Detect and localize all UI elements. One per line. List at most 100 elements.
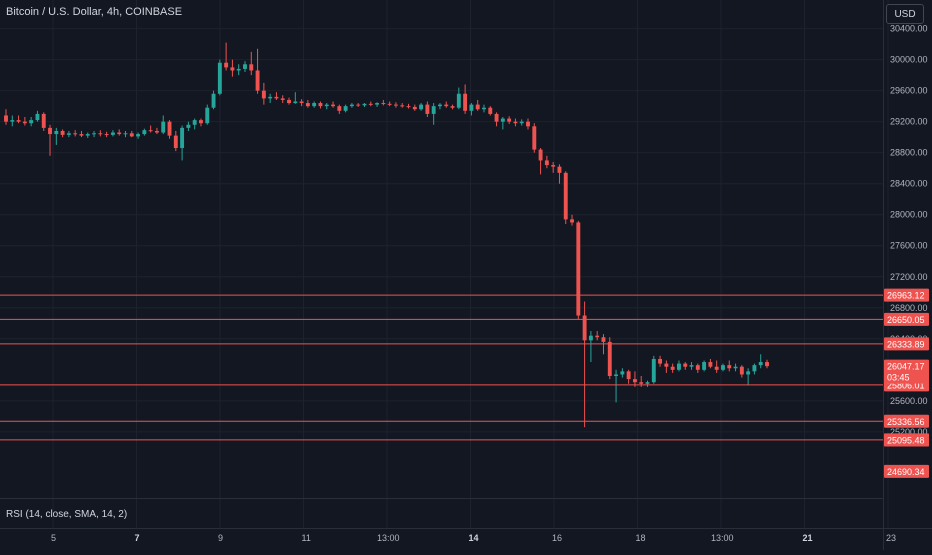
price-level-label: 25806.01 bbox=[887, 380, 925, 390]
candle-body bbox=[148, 130, 153, 132]
date-tick-label: 9 bbox=[218, 533, 223, 543]
candle-body bbox=[230, 67, 235, 71]
candle-body bbox=[393, 104, 398, 106]
candle-body bbox=[689, 365, 694, 367]
candle-body bbox=[73, 133, 78, 135]
candle-body bbox=[494, 113, 499, 122]
candle-body bbox=[356, 104, 361, 106]
candle-body bbox=[500, 118, 505, 122]
candle-body bbox=[714, 366, 719, 370]
candle-body bbox=[551, 165, 556, 167]
price-level-label-bg bbox=[884, 433, 929, 447]
candle-body bbox=[456, 93, 461, 108]
candle-body bbox=[337, 106, 342, 111]
price-level-label: 25336.56 bbox=[887, 417, 925, 427]
date-tick-label: 7 bbox=[135, 533, 140, 543]
candle-body bbox=[349, 104, 354, 107]
candle-body bbox=[607, 341, 612, 377]
candle-body bbox=[620, 371, 625, 375]
candle-body bbox=[22, 121, 27, 124]
price-tick-label: 29200.00 bbox=[890, 117, 928, 127]
candle-body bbox=[92, 133, 96, 135]
candle-body bbox=[469, 104, 474, 111]
candle-body bbox=[758, 362, 763, 366]
candle-body bbox=[739, 366, 744, 375]
candle-body bbox=[658, 358, 663, 364]
date-tick-label: 14 bbox=[469, 533, 479, 543]
candle-body bbox=[444, 104, 449, 107]
candle-body bbox=[224, 62, 229, 68]
candle-body bbox=[507, 118, 512, 122]
candle-body bbox=[475, 104, 480, 110]
bar-countdown: 03:45 bbox=[887, 373, 910, 383]
candle-body bbox=[601, 337, 606, 342]
candle-body bbox=[570, 219, 574, 223]
price-tick-label: 25600.00 bbox=[890, 396, 928, 406]
price-tick-label: 30400.00 bbox=[890, 24, 928, 34]
candle-body bbox=[268, 96, 273, 99]
candle-body bbox=[532, 126, 537, 150]
price-tick-label: 25200.00 bbox=[890, 427, 928, 437]
candle-body bbox=[104, 134, 109, 136]
candle-body bbox=[544, 160, 549, 166]
candle-body bbox=[639, 382, 644, 384]
candle-body bbox=[167, 121, 172, 136]
price-tick-label: 30000.00 bbox=[890, 55, 928, 65]
currency-button[interactable]: USD bbox=[886, 4, 924, 24]
candle-body bbox=[199, 120, 203, 124]
price-level-label: 25095.48 bbox=[887, 435, 925, 445]
candle-body bbox=[16, 120, 21, 122]
candle-body bbox=[670, 366, 675, 370]
candle-body bbox=[513, 121, 518, 124]
current-price-label-bg bbox=[884, 359, 929, 384]
candle-body bbox=[136, 134, 141, 137]
candle-body bbox=[85, 134, 90, 136]
date-tick-label: 16 bbox=[552, 533, 562, 543]
candle-body bbox=[4, 115, 8, 122]
date-tick-label: 21 bbox=[803, 533, 813, 543]
candle-body bbox=[746, 371, 751, 375]
candle-body bbox=[186, 124, 191, 128]
candle-body bbox=[211, 93, 216, 108]
candle-body bbox=[123, 133, 128, 135]
candle-body bbox=[331, 104, 335, 107]
candle-body bbox=[129, 133, 134, 137]
candle-body bbox=[526, 121, 530, 127]
price-level-label: 26333.89 bbox=[887, 339, 925, 349]
candle-body bbox=[708, 362, 713, 367]
candle-body bbox=[66, 133, 71, 135]
candle-body bbox=[261, 90, 266, 99]
candle-body bbox=[54, 130, 59, 135]
candle-body bbox=[10, 120, 15, 122]
rsi-indicator-label[interactable]: RSI (14, close, SMA, 14, 2) bbox=[6, 509, 128, 520]
price-tick-label: 27600.00 bbox=[890, 241, 928, 251]
candle-body bbox=[161, 121, 166, 133]
date-tick-label: 13:00 bbox=[711, 533, 734, 543]
candle-body bbox=[60, 130, 65, 135]
candle-body bbox=[362, 103, 367, 106]
candle-body bbox=[463, 93, 468, 111]
candle-body bbox=[173, 135, 178, 149]
price-level-label-bg bbox=[884, 464, 929, 478]
candle-body bbox=[664, 363, 669, 367]
candle-body bbox=[243, 64, 247, 69]
candle-body bbox=[677, 363, 681, 370]
price-tick-label: 28800.00 bbox=[890, 148, 928, 158]
candle-body bbox=[419, 104, 424, 110]
candle-body bbox=[79, 134, 84, 136]
candle-body bbox=[236, 68, 241, 71]
candle-body bbox=[412, 106, 417, 110]
candle-body bbox=[381, 103, 386, 105]
candle-body bbox=[299, 101, 304, 104]
candle-body bbox=[721, 365, 725, 370]
candle-body bbox=[614, 374, 619, 377]
candle-body bbox=[205, 107, 210, 124]
candle-body bbox=[576, 222, 581, 316]
candle-body bbox=[588, 335, 593, 341]
candle-body bbox=[482, 107, 486, 110]
price-level-label: 26650.05 bbox=[887, 315, 925, 325]
candle-body bbox=[35, 113, 40, 121]
candle-body bbox=[41, 113, 46, 128]
